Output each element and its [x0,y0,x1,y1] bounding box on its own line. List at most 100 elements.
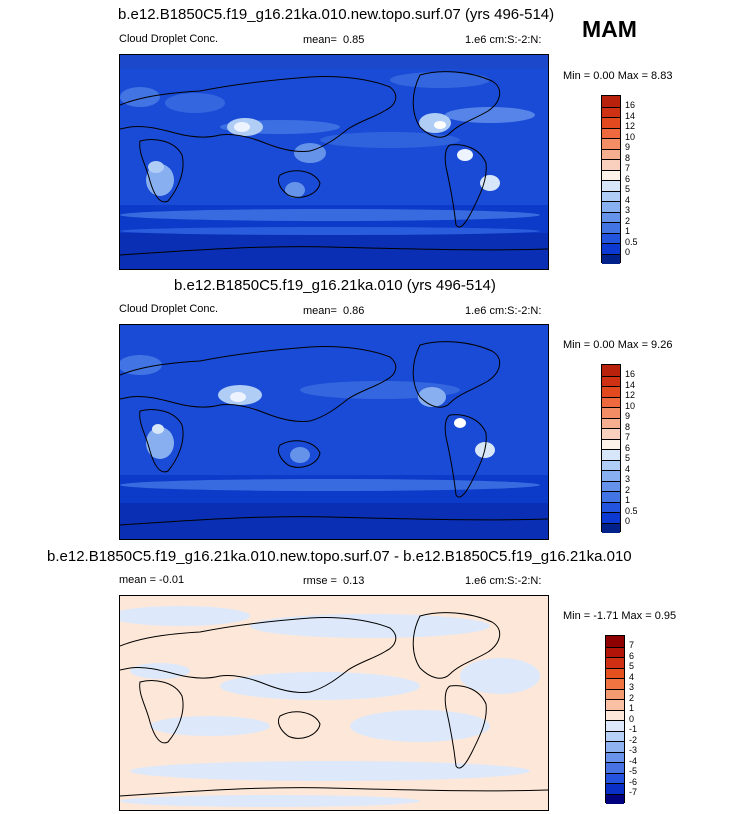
panel-1-variable-label: Cloud Droplet Conc. [119,33,219,45]
panel-1-title: b.e12.B1850C5.f19_g16.21ka.010.new.topo.… [118,6,555,23]
panel-2-colorbar-swatch [602,459,620,470]
panel-3-colorbar-swatch [606,751,624,762]
panel-1-colorbar-swatch [602,243,620,254]
panel-2-colorbar-tick-label: 7 [625,432,631,442]
panel-1-colorbar-tick-label: 8 [625,152,631,163]
season-label: MAM [582,16,637,42]
panel-2-colorbar-swatch [602,522,620,533]
panel-1-colorbar-tick-label: 5 [625,184,631,194]
panel-1-colorbar-tick-label: 10 [625,131,636,142]
panel-2-colorbar-swatch [602,407,620,418]
panel-3-colorbar-swatch [606,783,624,794]
panel-1-units: 1.e6 cm:S:-2:N: [465,34,542,46]
panel-2-colorbar-swatch [602,417,620,428]
panel-1-colorbar-swatch [602,201,620,212]
panel-3-colorbar-swatch [606,709,624,720]
panel-2-colorbar-tick-label: 0 [625,516,631,526]
panel-3-colorbar-tick-label: 7 [629,640,635,650]
panel-2-mean-value: 0.86 [343,305,365,317]
panel-1-colorbar-tick-label: 12 [625,121,636,131]
panel-2-colorbar-swatch [602,512,620,523]
panel-1-colorbar-swatch [602,106,620,117]
panel-3-colorbar-swatch [606,772,624,783]
panel-1-colorbar-tick-label: 3 [625,205,631,215]
panel-3-colorbar-tick-label: -5 [629,766,638,776]
panel-3-colorbar-tick-label: -4 [629,755,638,766]
panel-3-colorbar-tick-label: 0 [629,713,635,724]
panel-1-colorbar-swatch [602,253,620,264]
panel-2-colorbar-tick-label: 3 [625,474,631,484]
panel-3-colorbar-swatch [606,646,624,657]
panel-1-colorbar-swatch [602,180,620,191]
panel-3-colorbar-tick-label: 3 [629,682,635,692]
panel-3-colorbar-tick-label: 6 [629,650,635,661]
panel-3-mean-text: mean = -0.01 [119,574,185,586]
panel-3-colorbar-tick-label: -7 [629,787,638,797]
panel-3-colorbar-tick-label: -3 [629,745,638,755]
panel-3-colorbar-swatch [606,741,624,752]
panel-2-colorbar-tick-label: 10 [625,400,636,411]
panel-3-colorbar-swatches [605,635,625,804]
panel-3-colorbar-tick-label: 4 [629,671,635,682]
panel-2-colorbar-tick-label: 2 [625,484,631,495]
panel-2-colorbar-tick-label: 6 [625,442,631,453]
panel-3-colorbar-swatch [606,636,624,647]
panel-3-colorbar-tick-label: 2 [629,692,635,703]
panel-2-colorbar-tick-label: 14 [625,379,636,390]
panel-3-map [119,595,549,811]
panel-2-colorbar-swatch [602,386,620,397]
panel-1-colorbar-tick-label: 1 [625,226,631,236]
panel-2-colorbar-tick-label: 12 [625,390,636,400]
panel-1-colorbar-swatch [602,117,620,128]
panel-2-colorbar-swatch [602,396,620,407]
panel-1-map [119,54,549,270]
panel-3-colorbar-swatch [606,720,624,731]
panel-2-colorbar-swatch [602,480,620,491]
panel-1-colorbar-tick-label: 4 [625,194,631,205]
panel-1-colorbar-tick-label: 0.5 [625,236,638,247]
panel-2-colorbar-swatches [601,364,621,533]
panel-1-colorbar-tick-label: 16 [625,100,636,110]
panel-3-title: b.e12.B1850C5.f19_g16.21ka.010.new.topo.… [47,548,632,565]
panel-3-colorbar-tick-label: -1 [629,724,638,734]
panel-1-colorbar-swatch [602,232,620,243]
panel-3-colorbar-swatch [606,699,624,710]
panel-3-colorbar-tick-label: 1 [629,703,635,713]
panel-1-mean-label: mean= [303,34,337,46]
panel-1-colorbar-swatch [602,148,620,159]
panel-2-minmax: Min = 0.00 Max = 9.26 [563,339,673,351]
panel-2-colorbar-swatch [602,365,620,376]
panel-3-rmse-value: 0.13 [343,575,365,587]
panel-2-colorbar-swatch [602,428,620,439]
panel-3-colorbar-swatch [606,678,624,689]
panel-2-colorbar-tick-label: 8 [625,421,631,432]
panel-2-colorbar-swatch [602,501,620,512]
panel-3-colorbar-swatch [606,657,624,668]
panel-2-colorbar-swatch [602,438,620,449]
panel-1-colorbar-tick-label: 7 [625,163,631,173]
panel-1-colorbar-swatch [602,159,620,170]
panel-2-colorbar-tick-label: 0.5 [625,505,638,516]
panel-3-colorbar-tick-label: 5 [629,661,635,671]
panel-2-colorbar-tick-label: 5 [625,453,631,463]
panel-3-colorbar-swatch [606,667,624,678]
panel-2-title: b.e12.B1850C5.f19_g16.21ka.010 (yrs 496-… [174,277,496,294]
panel-1-colorbar-swatch [602,138,620,149]
panel-1-colorbar-swatch [602,96,620,107]
panel-1-colorbar-tick-label: 2 [625,215,631,226]
panel-1-colorbar-swatch [602,190,620,201]
panel-1-mean-value: 0.85 [343,34,365,46]
panel-2-colorbar-tick-label: 9 [625,411,631,421]
panel-2-colorbar-swatch [602,491,620,502]
panel-1-colorbar-swatches [601,95,621,264]
panel-3-colorbar-swatch [606,688,624,699]
panel-2-colorbar-swatch [602,449,620,460]
panel-2-colorbar-tick-label: 1 [625,495,631,505]
panel-3-colorbar-swatch [606,762,624,773]
panel-2-variable-label: Cloud Droplet Conc. [119,303,219,315]
panel-1-colorbar-swatch [602,222,620,233]
panel-2-map [119,324,549,540]
panel-2-colorbar-swatch [602,375,620,386]
panel-2-colorbar-tick-label: 4 [625,463,631,474]
panel-2-colorbar-swatch [602,470,620,481]
